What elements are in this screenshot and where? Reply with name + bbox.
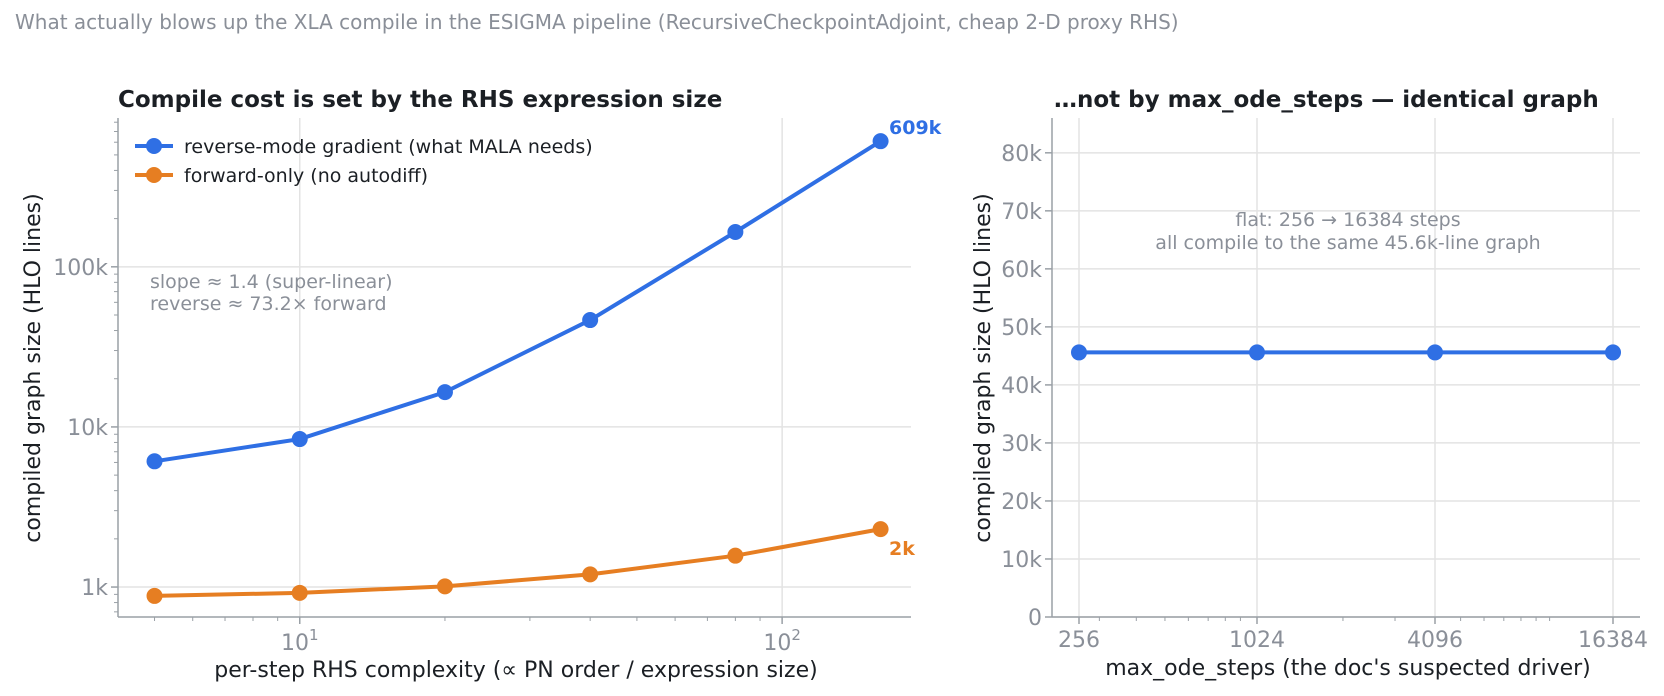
y-tick-label: 1k	[81, 576, 108, 601]
data-point-forward	[582, 566, 599, 583]
left-axes	[117, 118, 911, 618]
right-axes	[1051, 118, 1640, 618]
left-chart-title: Compile cost is set by the RHS expressio…	[118, 87, 722, 113]
right-x-axis-label: max_ode_steps (the doc's suspected drive…	[1105, 656, 1591, 681]
data-point-steps	[1427, 344, 1443, 361]
left-ticks: 1k 10k 100k 101 102	[53, 121, 801, 656]
data-point-forward	[727, 547, 744, 564]
data-point-forward	[872, 521, 889, 538]
y-tick-label: 40k	[1001, 374, 1042, 399]
data-point-steps	[1071, 344, 1087, 361]
left-panel: 1k 10k 100k 101 102 Compile cost is set by t…	[21, 87, 942, 683]
y-tick-label: 50k	[1001, 316, 1042, 341]
x-tick-label: 102	[763, 626, 801, 656]
legend-label-reverse: reverse-mode gradient (what MALA needs)	[184, 136, 593, 158]
y-tick-label: 10k	[67, 416, 108, 441]
left-series	[146, 133, 889, 604]
legend-marker-forward	[146, 167, 162, 183]
y-tick-label: 30k	[1001, 432, 1042, 457]
x-tick-label: 16384	[1578, 628, 1648, 653]
left-grid	[118, 118, 911, 617]
y-tick-label: 10k	[1001, 548, 1042, 573]
y-tick-label: 70k	[1001, 200, 1042, 225]
y-tick-label: 80k	[1001, 142, 1042, 167]
data-point-reverse	[872, 133, 889, 150]
legend-marker-reverse	[146, 138, 162, 154]
data-point-forward	[146, 587, 163, 604]
y-tick-label: 100k	[53, 256, 108, 281]
data-point-reverse	[582, 312, 599, 329]
right-y-axis-label: compiled graph size (HLO lines)	[971, 193, 996, 542]
data-point-steps	[1249, 344, 1265, 361]
x-tick-label: 101	[281, 626, 319, 656]
figure-suptitle: What actually blows up the XLA compile i…	[15, 10, 1179, 34]
y-tick-label: 20k	[1001, 490, 1042, 515]
data-point-reverse	[436, 384, 453, 401]
x-tick-label: 256	[1058, 628, 1100, 653]
y-tick-label: 0	[1028, 606, 1042, 631]
series-line-reverse	[154, 139, 882, 464]
legend: reverse-mode gradient (what MALA needs) …	[135, 136, 593, 187]
data-point-reverse	[727, 223, 744, 240]
data-point-reverse	[146, 453, 163, 470]
right-ticks: 0 10k 20k 30k 40k 50k 60k 70k 80k 256 1024 4096 1638…	[1001, 142, 1648, 653]
y-tick-label: 60k	[1001, 258, 1042, 283]
forward-end-label: 2k	[889, 538, 915, 560]
left-x-axis-label: per-step RHS complexity (∝ PN order / ex…	[214, 658, 817, 683]
ratio-annotation: reverse ≈ 73.2× forward	[150, 293, 387, 315]
same-graph-annotation: all compile to the same 45.6k-line graph	[1155, 232, 1540, 254]
reverse-end-label: 609k	[889, 117, 942, 139]
left-y-axis-label: compiled graph size (HLO lines)	[21, 193, 46, 542]
series-line-forward	[154, 527, 881, 598]
x-tick-label: 1024	[1229, 628, 1285, 653]
data-point-forward	[291, 584, 308, 601]
x-tick-label: 4096	[1407, 628, 1463, 653]
slope-annotation: slope ≈ 1.4 (super-linear)	[150, 271, 393, 293]
right-series	[1071, 344, 1621, 361]
flat-annotation: flat: 256 → 16384 steps	[1235, 209, 1460, 231]
data-point-forward	[436, 578, 453, 595]
legend-label-forward: forward-only (no autodiff)	[184, 165, 428, 187]
data-point-reverse	[291, 431, 308, 448]
right-panel: 0 10k 20k 30k 40k 50k 60k 70k 80k 256 1024 4096 1638…	[971, 87, 1648, 681]
data-point-steps	[1605, 344, 1621, 361]
right-chart-title: …not by max_ode_steps — identical graph	[1054, 87, 1599, 113]
right-grid	[1052, 118, 1640, 618]
